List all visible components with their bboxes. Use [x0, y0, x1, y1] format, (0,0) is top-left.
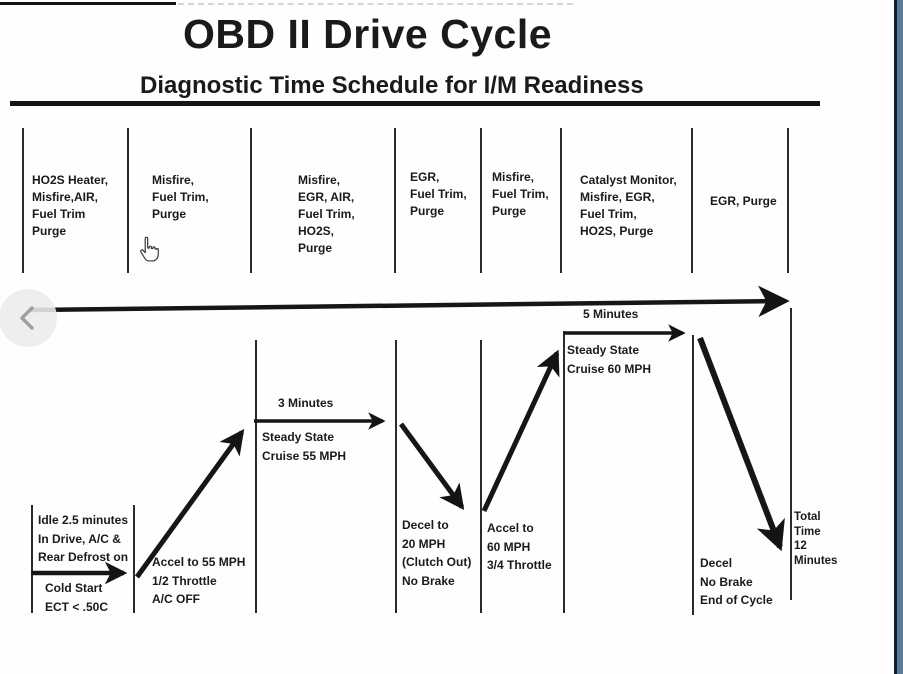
monitor-label-5: Misfire, Fuel Trim, Purge [492, 170, 549, 218]
monitor-label-6: Catalyst Monitor, Misfire, EGR, Fuel Tri… [580, 173, 677, 238]
monitor-label-4: EGR, Fuel Trim, Purge [410, 170, 467, 218]
accel-60-arrow [481, 349, 560, 513]
phase-idle-label: Idle 2.5 minutes In Drive, A/C & Rear De… [38, 513, 129, 564]
divider-line [255, 340, 257, 613]
phase-cruise-55-label: Steady State Cruise 55 MPH [262, 430, 347, 463]
top-edge-line [0, 2, 176, 5]
phase-cold-start-label: Cold Start ECT < .50C [45, 581, 109, 614]
phase-decel-20-label: Decel to 20 MPH (Clutch Out) No Brake [402, 518, 472, 588]
divider-line [563, 331, 565, 613]
divider-line [480, 340, 482, 613]
divider-line [480, 128, 482, 273]
divider-line [22, 128, 24, 273]
previous-page-button[interactable] [0, 289, 57, 347]
page-title: OBD II Drive Cycle [183, 11, 553, 57]
monitor-label-3: Misfire, EGR, AIR, Fuel Trim, HO2S, Purg… [298, 173, 355, 255]
title-underline [10, 101, 820, 106]
final-decel-arrow [697, 336, 785, 552]
divider-line [133, 505, 135, 613]
phase-accel-60-label: Accel to 60 MPH 3/4 Throttle [487, 521, 552, 572]
phase-accel-55-label: Accel to 55 MPH 1/2 Throttle A/C OFF [152, 555, 246, 606]
chevron-left-icon [20, 306, 34, 330]
cruise-60-time-label: 5 Minutes [583, 307, 639, 321]
hand-cursor-icon [136, 236, 161, 271]
divider-line [127, 128, 129, 273]
divider-line [394, 128, 396, 273]
divider-line [692, 335, 694, 615]
divider-line [787, 128, 789, 273]
timeline-arrow [29, 285, 790, 318]
divider-line [250, 128, 252, 273]
divider-line [31, 505, 33, 613]
monitor-label-1: HO2S Heater, Misfire,AIR, Fuel Trim Purg… [32, 173, 109, 238]
page-subtitle: Diagnostic Time Schedule for I/M Readine… [140, 72, 644, 99]
phase-cruise-60-label: Steady State Cruise 60 MPH [567, 343, 652, 376]
monitor-label-7: EGR, Purge [710, 194, 777, 208]
divider-line [691, 128, 693, 273]
cruise-55-time-label: 3 Minutes [278, 396, 334, 410]
divider-line [395, 340, 397, 613]
page-edge-band [897, 0, 903, 674]
total-time-label: Total Time 12 Minutes [794, 511, 838, 567]
decel-20-arrow [398, 422, 465, 511]
top-edge-faint-line [178, 3, 573, 5]
monitor-label-2: Misfire, Fuel Trim, Purge [152, 173, 209, 221]
divider-line [560, 128, 562, 273]
divider-line [790, 308, 792, 600]
phase-decel-end-label: Decel No Brake End of Cycle [700, 556, 773, 607]
page-edge-shadow [894, 0, 897, 674]
